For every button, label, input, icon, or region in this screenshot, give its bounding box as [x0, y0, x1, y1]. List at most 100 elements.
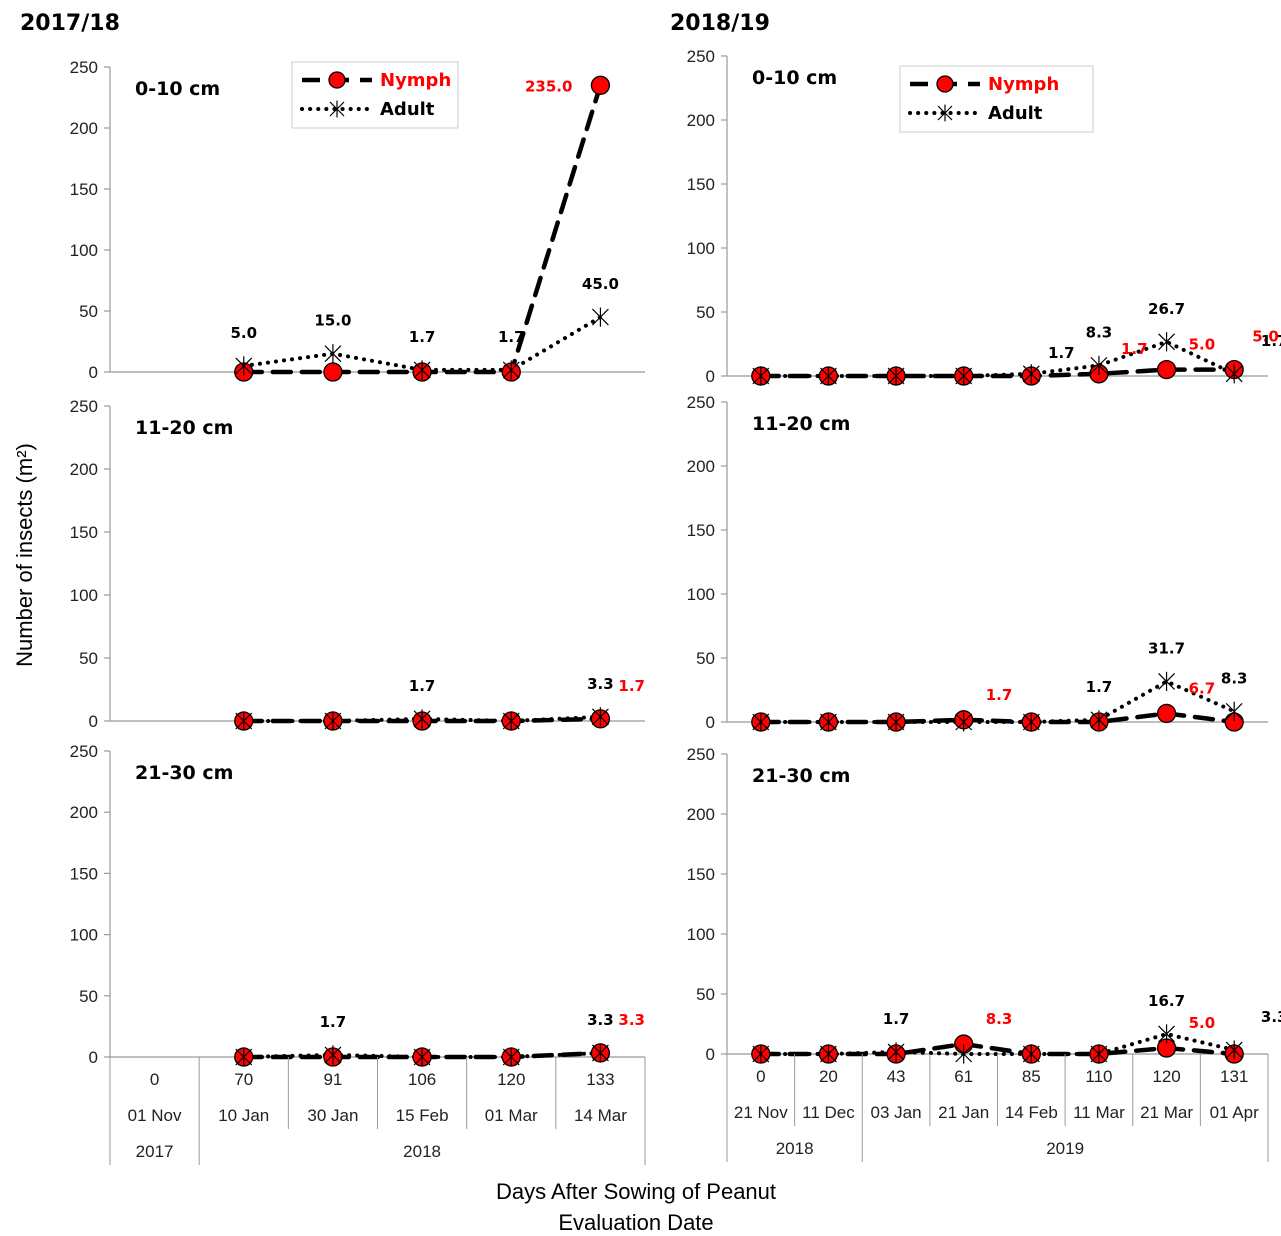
legend-nymph-label: Nymph: [988, 74, 1059, 95]
x-axis-title-line1: Days After Sowing of Peanut: [496, 1179, 776, 1204]
x-date-label: 15 Feb: [396, 1106, 449, 1125]
y-tick-label: 150: [687, 521, 715, 540]
y-tick-label: 0: [89, 363, 98, 382]
adult-point: [324, 711, 342, 731]
x-date-label: 01 Mar: [485, 1106, 538, 1125]
season-title: 2017/18: [20, 11, 120, 36]
y-tick-label: 50: [79, 987, 98, 1006]
data-label-adult: 16.7: [1148, 992, 1185, 1010]
data-label-adult: 1.7: [498, 328, 525, 346]
y-tick-label: 50: [79, 649, 98, 668]
nymph-point: [590, 75, 611, 95]
data-label-adult: 1.7: [883, 1010, 910, 1028]
data-label-nymph: 3.3: [618, 1011, 645, 1029]
adult-point: [591, 707, 609, 727]
data-label-adult: 1.7: [1261, 332, 1281, 350]
x-date-label: 01 Apr: [1210, 1103, 1259, 1122]
adult-point: [1225, 364, 1243, 384]
data-label-adult: 1.7: [1086, 678, 1113, 696]
y-tick-label: 150: [70, 523, 98, 542]
adult-point: [955, 1044, 973, 1064]
x-date-label: 11 Mar: [1073, 1103, 1125, 1122]
x-days-label: 91: [323, 1070, 342, 1089]
x-days-label: 131: [1220, 1067, 1248, 1086]
adult-point: [1158, 671, 1175, 692]
y-tick-label: 50: [79, 302, 98, 321]
x-days-label: 106: [408, 1070, 436, 1089]
y-tick-label: 200: [687, 111, 715, 130]
x-days-label: 133: [586, 1070, 614, 1089]
adult-point: [502, 711, 520, 731]
adult-point: [235, 1047, 253, 1067]
adult-point: [752, 1044, 770, 1064]
adult-point: [502, 360, 520, 380]
data-label-adult: 26.7: [1148, 300, 1185, 318]
nymph-series-line: [758, 711, 1237, 725]
y-tick-label: 200: [70, 803, 98, 822]
adult-point: [235, 711, 253, 731]
y-tick-label: 200: [70, 119, 98, 138]
y-tick-label: 0: [706, 367, 715, 386]
x-date-label: 14 Mar: [574, 1106, 627, 1125]
y-tick-label: 100: [70, 926, 98, 945]
x-year-label: 2018: [776, 1139, 814, 1158]
adult-point: [1158, 332, 1175, 352]
data-label-adult: 5.0: [230, 324, 257, 342]
y-tick-label: 250: [70, 58, 98, 77]
legend-adult-label: Adult: [988, 103, 1043, 124]
x-date-label: 30 Jan: [307, 1106, 358, 1125]
data-label-adult: 3.3: [587, 1011, 614, 1029]
x-days-label: 20: [819, 1067, 838, 1086]
legend: Nymph Adult: [291, 61, 459, 129]
x-category-table: 0 70 91 106 120 133 01 Nov 10 Jan 30 Jan 15 Feb 01…: [109, 1057, 646, 1165]
adult-point: [591, 1043, 609, 1063]
y-tick-label: 150: [687, 865, 715, 884]
x-year-label: 2017: [136, 1142, 174, 1161]
data-label-nymph: 1.7: [618, 677, 645, 695]
panel-0-10-cm: 0 50 100 150 200 250 0-10 cm 5.0 15.0 1.7 1.7 45.0 2…: [70, 58, 645, 382]
x-date-label: 21 Mar: [1140, 1103, 1193, 1122]
y-tick-label: 250: [687, 745, 715, 764]
adult-point: [752, 366, 770, 386]
panel-depth-label: 11-20 cm: [752, 413, 850, 435]
adult-point: [324, 344, 342, 364]
panel-11-20-cm: 0 50 100 150 200 250 11-20 cm 1.7 1.7 31.7 6.7 8.3: [687, 393, 1268, 732]
y-tick-label: 100: [687, 585, 715, 604]
adult-point: [1090, 1044, 1108, 1064]
adult-point: [413, 709, 431, 729]
nymph-point: [1156, 703, 1177, 724]
adult-point: [1090, 355, 1108, 375]
y-tick-label: 250: [70, 397, 98, 416]
y-tick-label: 50: [696, 649, 715, 668]
adult-point: [1022, 364, 1040, 384]
x-year-label: 2019: [1046, 1139, 1084, 1158]
x-days-label: 0: [756, 1067, 765, 1086]
adult-point: [887, 712, 905, 732]
x-days-label: 110: [1085, 1067, 1112, 1086]
adult-point: [820, 712, 837, 732]
x-days-label: 120: [497, 1070, 525, 1089]
nymph-series-line: [758, 1041, 1237, 1057]
panel-depth-label: 21-30 cm: [752, 765, 850, 787]
panel-depth-label: 11-20 cm: [135, 417, 233, 439]
data-label-adult: 8.3: [1086, 323, 1113, 341]
y-tick-label: 0: [706, 713, 715, 732]
x-date-label: 21 Jan: [938, 1103, 989, 1122]
data-label-adult: 45.0: [582, 275, 619, 293]
x-days-label: 61: [954, 1067, 973, 1086]
data-label-adult: 3.3: [587, 675, 614, 693]
data-label-adult: 1.7: [409, 677, 436, 695]
x-days-label: 43: [887, 1067, 906, 1086]
legend-box: [899, 65, 1094, 133]
x-category-table: 0 20 43 61 85 110 120 131 21 Nov 11 Dec 03 Jan 21 J…: [726, 1054, 1269, 1162]
y-tick-label: 0: [89, 1048, 98, 1067]
data-label-adult: 1.7: [409, 328, 436, 346]
y-tick-label: 200: [687, 805, 715, 824]
adult-point: [1090, 710, 1108, 730]
adult-point: [502, 1047, 520, 1067]
y-tick-label: 250: [687, 47, 715, 66]
